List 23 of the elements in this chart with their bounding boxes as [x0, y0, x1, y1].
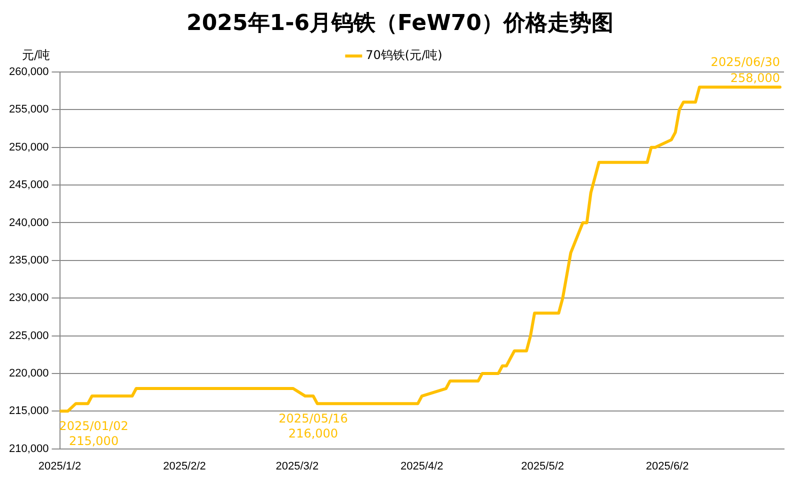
y-tick-label: 225,000 [8, 330, 49, 342]
y-tick-label: 230,000 [8, 292, 49, 304]
y-tick-label: 235,000 [8, 254, 49, 266]
legend-label: 70钨铁(元/吨) [366, 48, 442, 62]
x-tick-label: 2025/1/2 [38, 460, 82, 472]
y-axis-title: 元/吨 [22, 48, 50, 62]
x-tick-label: 2025/3/2 [276, 460, 319, 472]
y-tick-label: 255,000 [8, 104, 49, 116]
y-tick-label: 220,000 [8, 367, 49, 380]
y-tick-label: 210,000 [8, 442, 49, 455]
y-tick-label: 250,000 [8, 141, 49, 154]
annotation: 2025/06/30 258,000 [710, 55, 780, 86]
y-tick-label: 245,000 [8, 179, 49, 192]
y-tick-label: 240,000 [8, 216, 49, 229]
y-tick-label: 260,000 [8, 66, 49, 78]
y-tick-label: 215,000 [8, 405, 49, 418]
chart-title: 2025年1-6月钨铁（FeW70）价格走势图 [186, 10, 614, 38]
annotation: 2025/01/02 215,000 [59, 419, 128, 448]
x-tick-label: 2025/2/2 [163, 460, 206, 472]
x-tick-label: 2025/4/2 [400, 460, 444, 472]
x-tick-label: 2025/5/2 [521, 460, 564, 472]
x-tick-label: 2025/6/2 [646, 460, 689, 472]
annotation: 2025/05/16 216,000 [278, 412, 348, 441]
